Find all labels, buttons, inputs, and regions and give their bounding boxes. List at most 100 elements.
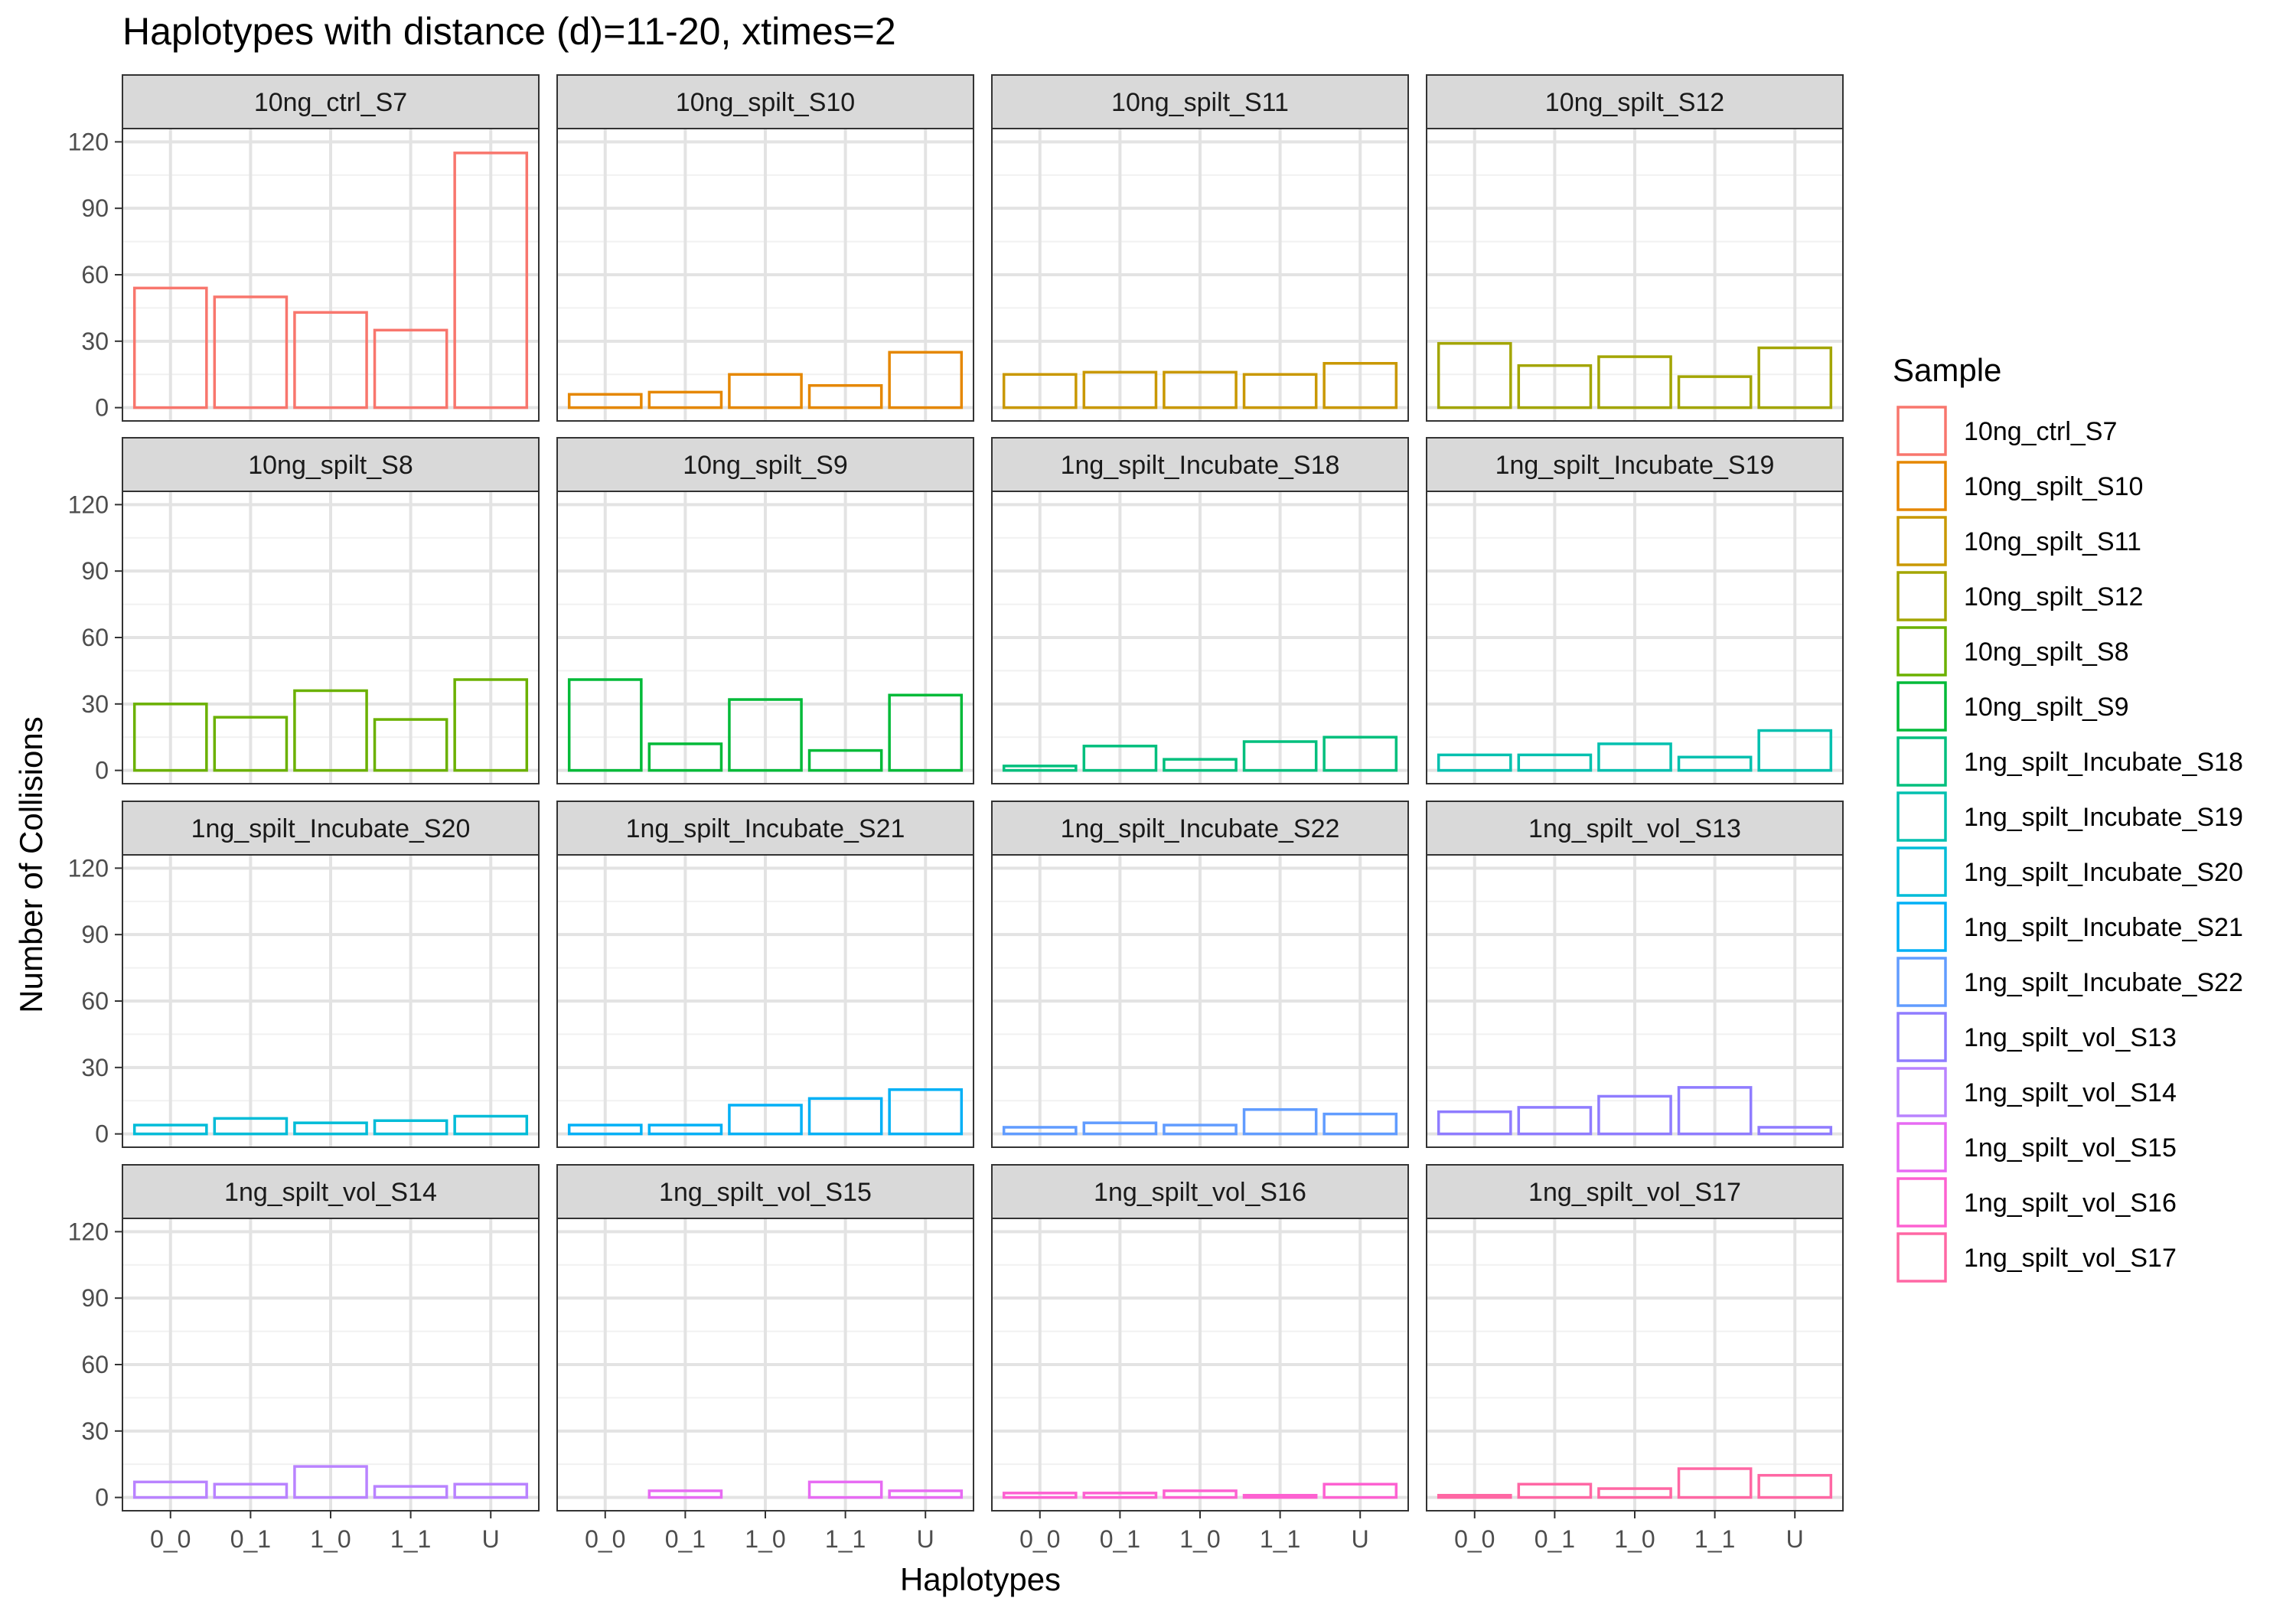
facet-strip [1426, 1164, 1844, 1219]
legend-item: 10ng_spilt_S10 [1896, 461, 2143, 511]
facet-strip [1426, 801, 1844, 856]
bar [1002, 1126, 1078, 1136]
legend-label: 1ng_spilt_Incubate_S20 [1964, 858, 2243, 887]
bar [728, 1104, 803, 1136]
y-tick-label: 60 [81, 1351, 109, 1378]
facet-panel: 1ng_spilt_vol_S15 0_0 0_1 1_0 1_1 U [556, 1164, 974, 1553]
facet-panel: 10ng_spilt_S9 [556, 437, 974, 784]
facet-strip [556, 1164, 974, 1219]
bar [1597, 1487, 1672, 1499]
facet-panel: 10ng_spilt_S11 [991, 74, 1409, 422]
legend-label: 10ng_ctrl_S7 [1964, 417, 2117, 446]
legend-item: 10ng_spilt_S12 [1896, 571, 2143, 621]
panel-border [991, 128, 1409, 422]
facet-strip [122, 74, 540, 129]
facet-strip-label: 1ng_spilt_Incubate_S19 [1495, 451, 1775, 480]
bar [293, 1121, 368, 1136]
legend-label: 10ng_spilt_S8 [1964, 638, 2129, 667]
bar [213, 716, 289, 772]
legend-label: 1ng_spilt_vol_S14 [1964, 1078, 2177, 1107]
x-tick-label: U [917, 1525, 934, 1553]
panel-border [556, 491, 974, 784]
bar [1082, 745, 1158, 772]
y-tick-label: 0 [95, 757, 109, 784]
legend-item: 1ng_spilt_Incubate_S21 [1896, 902, 2243, 952]
bar [567, 1123, 643, 1136]
y-tick-label: 0 [95, 1120, 109, 1148]
facet-strip-label: 10ng_spilt_S8 [248, 451, 413, 480]
legend-key [1896, 736, 1947, 787]
bar [1322, 735, 1398, 772]
panel-border [991, 854, 1409, 1148]
bar [1517, 1106, 1593, 1136]
x-tick-label: 1_1 [390, 1525, 431, 1553]
panel-border [991, 491, 1409, 784]
legend-key [1896, 846, 1947, 897]
bar [1242, 1108, 1318, 1136]
legend-item: 1ng_spilt_Incubate_S19 [1896, 791, 2243, 842]
x-tick-label: 1_0 [1614, 1525, 1655, 1553]
facet-strip-label: 10ng_spilt_S10 [676, 88, 855, 117]
bar [1002, 1492, 1078, 1499]
bar [213, 1117, 289, 1136]
x-tick-label: 0_0 [1454, 1525, 1495, 1553]
bar [1242, 1493, 1318, 1499]
facet-strip-label: 1ng_spilt_vol_S15 [659, 1178, 872, 1207]
bar [373, 1485, 448, 1499]
y-tick-label: 30 [81, 1417, 109, 1445]
legend-label: 1ng_spilt_vol_S17 [1964, 1244, 2177, 1273]
bar [1082, 370, 1158, 409]
facet-strip-label: 10ng_spilt_S12 [1545, 88, 1724, 117]
legend-label: 10ng_spilt_S10 [1964, 472, 2143, 501]
legend-label: 1ng_spilt_Incubate_S19 [1964, 803, 2243, 832]
y-tick-label: 120 [68, 1218, 109, 1245]
facet-panel: 1ng_spilt_Incubate_S22 [991, 801, 1409, 1148]
y-tick-label: 90 [81, 557, 109, 585]
legend-key [1896, 1232, 1947, 1283]
bar [1437, 1493, 1512, 1499]
x-tick-label: 0_1 [1534, 1525, 1575, 1553]
x-tick-label: 0_0 [150, 1525, 191, 1553]
bar [1002, 373, 1078, 409]
legend-item: 1ng_spilt_vol_S15 [1896, 1122, 2177, 1172]
bar [1437, 341, 1512, 409]
bar [1322, 1482, 1398, 1499]
facet-strip [991, 801, 1409, 856]
legend-key [1896, 571, 1947, 621]
facet-panel: 1ng_spilt_Incubate_S18 [991, 437, 1409, 784]
x-tick-label: 0_0 [585, 1525, 625, 1553]
legend-item: 10ng_spilt_S11 [1896, 516, 2141, 566]
bar [567, 678, 643, 772]
bar [1437, 1110, 1512, 1136]
facet-panel: 1ng_spilt_vol_S13 [1426, 801, 1844, 1148]
y-tick-label: 30 [81, 1054, 109, 1081]
facet-strip [556, 74, 974, 129]
legend-key [1896, 791, 1947, 842]
legend-label: 1ng_spilt_Incubate_S21 [1964, 913, 2243, 942]
bar [1437, 753, 1512, 772]
bar [1082, 1492, 1158, 1499]
bar [1757, 346, 1833, 409]
bar [1082, 1121, 1158, 1136]
legend-item: 1ng_spilt_Incubate_S18 [1896, 736, 2243, 787]
facet-panel: 10ng_ctrl_S7 0 30 60 90 120 [68, 74, 540, 422]
bar [1757, 729, 1833, 772]
bar [1597, 1094, 1672, 1136]
legend-item: 10ng_spilt_S9 [1896, 681, 2129, 732]
legend-key [1896, 1067, 1947, 1117]
bar [647, 742, 723, 772]
facet-strip-label: 1ng_spilt_vol_S17 [1528, 1178, 1741, 1207]
facet-panel: 1ng_spilt_vol_S16 0_0 0_1 1_0 1_1 U [991, 1164, 1409, 1553]
x-tick-label: 1_1 [1694, 1525, 1735, 1553]
bar [453, 1482, 529, 1499]
bar [888, 351, 964, 409]
facet-strip-label: 1ng_spilt_Incubate_S21 [626, 814, 905, 843]
bar [293, 311, 368, 409]
facet-strip [1426, 437, 1844, 492]
bar [807, 1097, 883, 1136]
legend-item: 1ng_spilt_vol_S13 [1896, 1012, 2177, 1062]
bar [132, 703, 208, 772]
bar [373, 1119, 448, 1136]
legend-item: 1ng_spilt_vol_S16 [1896, 1177, 2177, 1228]
bar [453, 1114, 529, 1136]
